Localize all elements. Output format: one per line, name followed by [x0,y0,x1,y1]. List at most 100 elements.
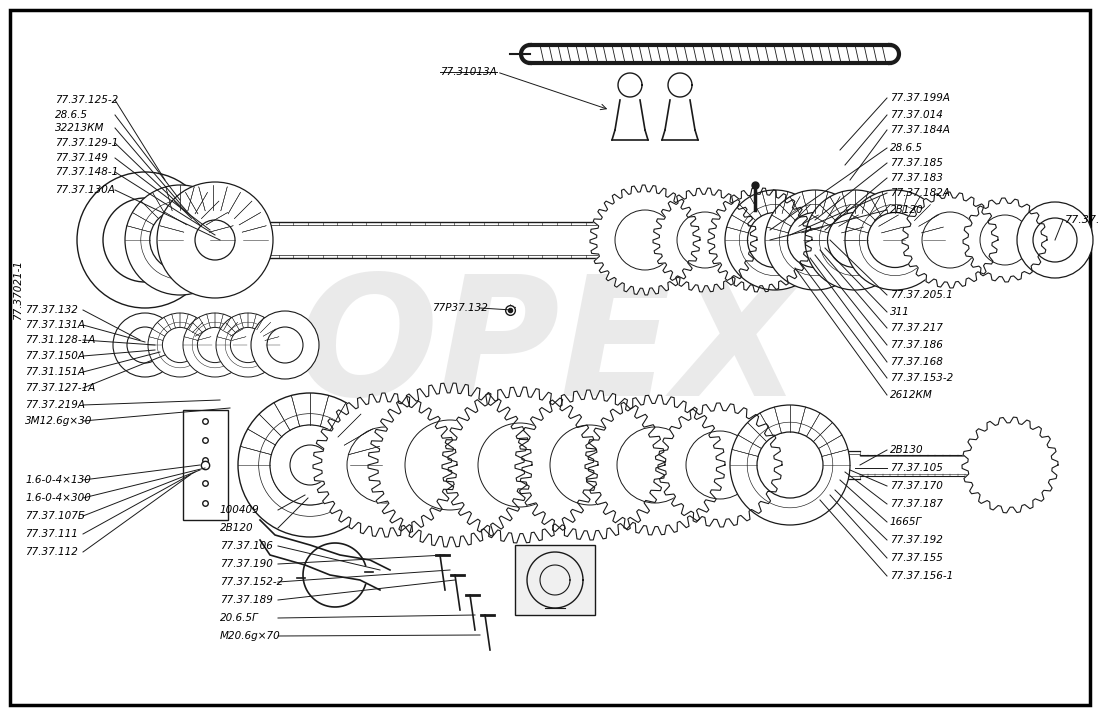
Ellipse shape [77,172,213,308]
Ellipse shape [980,215,1030,265]
Ellipse shape [183,313,248,377]
Text: 77.37.189: 77.37.189 [220,595,273,605]
Polygon shape [962,198,1047,282]
Ellipse shape [788,212,843,267]
Text: 1665Г: 1665Г [890,517,922,527]
Ellipse shape [617,427,693,503]
Ellipse shape [779,204,850,276]
Ellipse shape [859,204,931,276]
Ellipse shape [195,220,235,260]
Ellipse shape [238,393,382,537]
Ellipse shape [226,322,271,368]
Text: 77.37.192: 77.37.192 [890,535,943,545]
Ellipse shape [805,190,905,290]
Ellipse shape [126,327,163,363]
Text: 20.6.5Г: 20.6.5Г [220,613,258,623]
Text: 28.6.5: 28.6.5 [55,110,88,120]
Ellipse shape [868,212,923,267]
Text: 77.37.217: 77.37.217 [890,323,943,333]
Text: 3М12.6g×30: 3М12.6g×30 [25,416,92,426]
Ellipse shape [747,423,833,508]
Text: 77.37.148-1: 77.37.148-1 [55,167,119,177]
Ellipse shape [820,204,891,276]
Polygon shape [708,188,812,292]
Text: 77.37.199А: 77.37.199А [890,93,950,103]
Text: 32213КМ: 32213КМ [55,123,104,133]
Text: 77.37.131А: 77.37.131А [25,320,85,330]
Ellipse shape [103,198,187,282]
Ellipse shape [922,212,978,268]
Text: OPEX: OPEX [297,269,803,431]
Ellipse shape [125,185,235,295]
Text: 77Р37.132: 77Р37.132 [432,303,488,313]
Text: 77.37.111: 77.37.111 [25,529,78,539]
Text: 77.37.183: 77.37.183 [890,173,943,183]
Text: 77.37.130А: 77.37.130А [55,185,116,195]
Ellipse shape [258,414,361,516]
Ellipse shape [676,212,733,268]
Text: 77.37021-1: 77.37021-1 [13,260,23,320]
Text: 77.37.149: 77.37.149 [55,153,108,163]
Text: 77.37.186: 77.37.186 [890,340,943,350]
Polygon shape [314,393,456,537]
Text: 77.37.107Б: 77.37.107Б [25,511,85,521]
Ellipse shape [730,405,850,525]
Text: 311: 311 [890,307,910,317]
Ellipse shape [550,425,630,505]
Ellipse shape [1033,218,1077,262]
Text: 77.37.184А: 77.37.184А [890,125,950,135]
Ellipse shape [197,327,232,363]
Text: 77.37.205.1: 77.37.205.1 [890,290,953,300]
Ellipse shape [405,420,495,510]
Ellipse shape [174,201,252,280]
Text: 2В120: 2В120 [890,205,924,215]
Text: 1.6-0-4×300: 1.6-0-4×300 [25,493,91,503]
Text: 77.37.190: 77.37.190 [220,559,273,569]
Ellipse shape [267,327,303,363]
Ellipse shape [757,432,823,498]
Ellipse shape [732,212,788,268]
Polygon shape [515,390,666,540]
Text: 77.37.182А: 77.37.182А [890,188,950,198]
Ellipse shape [725,190,825,290]
Text: 2В130: 2В130 [890,445,924,455]
Text: 77.37.170: 77.37.170 [890,481,943,491]
Text: 77.37.129-1: 77.37.129-1 [55,138,119,148]
Text: 77.37.185: 77.37.185 [890,158,943,168]
Text: 2В120: 2В120 [220,523,254,533]
Text: 77.37.156-1: 77.37.156-1 [890,571,954,581]
Text: 77.37.168: 77.37.168 [890,357,943,367]
Ellipse shape [270,425,350,505]
Text: 77.37.014: 77.37.014 [890,110,943,120]
Ellipse shape [158,185,268,295]
Ellipse shape [748,212,803,267]
Bar [515,545,595,615]
Polygon shape [590,185,700,295]
Ellipse shape [615,210,675,270]
Ellipse shape [290,445,330,485]
Ellipse shape [157,322,202,368]
Polygon shape [442,387,598,543]
Text: 77.37.219А: 77.37.219А [25,400,85,410]
Ellipse shape [764,190,865,290]
Text: 28.6.5: 28.6.5 [890,143,923,153]
Ellipse shape [163,327,198,363]
Ellipse shape [230,327,265,363]
Ellipse shape [251,311,319,379]
Text: 77.31.128-1А: 77.31.128-1А [25,335,96,345]
Ellipse shape [686,431,754,499]
Text: 100409: 100409 [220,505,260,515]
Text: 77.31.151А: 77.31.151А [25,367,85,377]
Polygon shape [902,192,998,288]
Text: М20.6g×70: М20.6g×70 [220,631,280,641]
Ellipse shape [192,322,238,368]
Ellipse shape [216,313,280,377]
Ellipse shape [141,201,219,280]
Text: 77.37.152-2: 77.37.152-2 [220,577,284,587]
Text: 77.37.132: 77.37.132 [25,305,78,315]
Ellipse shape [148,313,212,377]
Text: 77.37.127-1А: 77.37.127-1А [25,383,96,393]
Ellipse shape [739,204,811,276]
Text: 77.37.105: 77.37.105 [890,463,943,473]
Text: 77.37.112: 77.37.112 [25,547,78,557]
